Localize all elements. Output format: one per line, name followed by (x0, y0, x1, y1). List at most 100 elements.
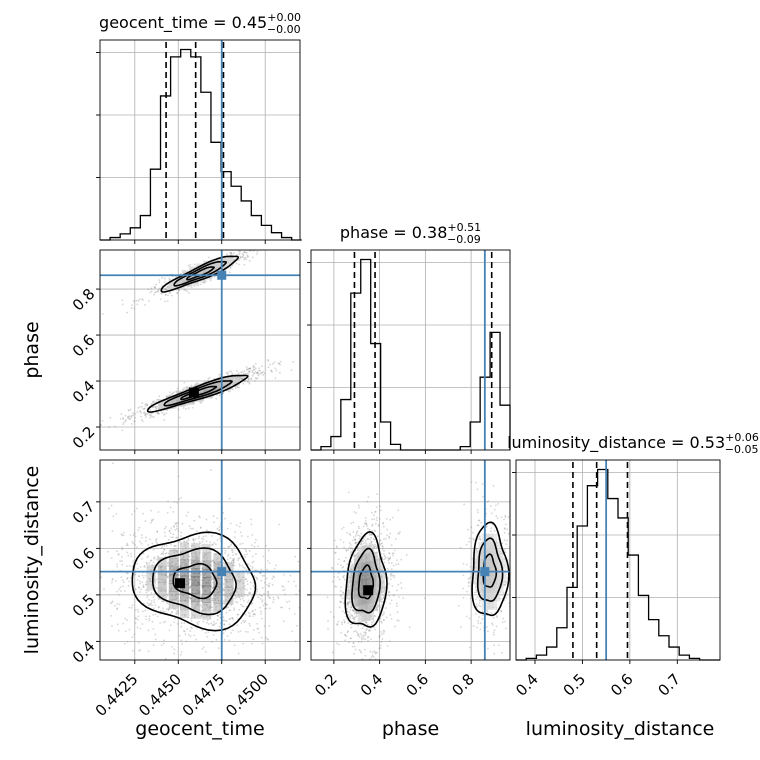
sample-point (358, 537, 361, 540)
sample-point (271, 577, 274, 580)
sample-point (388, 535, 391, 538)
sample-point (347, 491, 350, 494)
sample-point (207, 377, 210, 380)
sample-point (240, 371, 243, 374)
sample-point (238, 608, 241, 611)
sample-point (241, 370, 244, 373)
sample-point (236, 601, 239, 604)
sample-point (353, 511, 356, 513)
sample-point (119, 417, 122, 420)
sample-point (279, 360, 282, 363)
sample-point (128, 628, 131, 631)
sample-point (125, 419, 127, 422)
sample-point (374, 652, 377, 655)
sample-point (380, 641, 383, 643)
sample-point (155, 291, 158, 294)
sample-point (348, 615, 351, 618)
sample-point (457, 604, 460, 607)
sample-point (182, 388, 185, 391)
sample-point (158, 279, 161, 281)
sample-point (344, 633, 346, 636)
sample-point (218, 625, 221, 628)
sample-point (126, 565, 128, 568)
sample-point (235, 262, 238, 265)
sample-point (334, 551, 337, 554)
sample-point (128, 565, 131, 567)
sample-point (341, 597, 344, 600)
sample-point (495, 515, 498, 517)
sample-point (181, 388, 184, 391)
sample-point (177, 530, 180, 532)
sample-point (485, 625, 488, 628)
sample-point (152, 518, 155, 521)
sample-point (266, 584, 269, 586)
density-bin (213, 578, 223, 588)
sample-point (149, 291, 152, 294)
sample-point (168, 530, 171, 533)
sample-point (245, 366, 248, 368)
grid-lines (516, 460, 720, 660)
sample-point (167, 500, 169, 503)
sample-point (151, 519, 153, 522)
sample-point (144, 403, 147, 406)
sample-point (135, 546, 138, 549)
sample-point (151, 415, 154, 418)
sample-point (462, 562, 465, 565)
sample-point (150, 519, 153, 521)
sample-point (497, 644, 500, 647)
sample-point (233, 557, 236, 560)
sample-point (249, 592, 252, 595)
sample-point (252, 585, 255, 587)
density-bin (202, 577, 212, 587)
density-bin (157, 582, 167, 592)
sample-point (493, 629, 496, 632)
sample-point (240, 377, 243, 380)
sample-point (390, 617, 393, 620)
sample-point (241, 564, 243, 567)
sample-point (139, 582, 142, 585)
sample-point (305, 352, 307, 354)
sample-point (165, 412, 168, 415)
density-bin (157, 565, 167, 575)
sample-point (158, 412, 161, 415)
sample-point (281, 589, 284, 592)
sample-point (371, 523, 374, 526)
sample-point (251, 544, 254, 547)
sample-point (239, 543, 242, 545)
sample-point (500, 516, 503, 519)
density-bin (191, 601, 201, 611)
sample-point (229, 252, 232, 255)
sample-point (500, 609, 503, 612)
sample-point (423, 597, 426, 600)
sample-point (276, 596, 279, 598)
sample-point (501, 621, 504, 624)
sample-point (138, 586, 140, 589)
sample-point (339, 538, 342, 541)
sample-point (340, 621, 343, 624)
sample-point (148, 615, 151, 618)
sample-point (387, 556, 389, 559)
sample-point (90, 582, 92, 584)
x-tick-label-geocent_time: 0.4450 (135, 670, 185, 720)
sample-point (265, 607, 268, 610)
sample-point (260, 365, 263, 368)
sample-point (191, 627, 193, 630)
sample-point (123, 421, 125, 424)
sample-point (139, 580, 141, 583)
sample-point (398, 532, 400, 535)
sample-point (132, 534, 135, 537)
sample-point (349, 637, 352, 640)
sample-point (163, 418, 166, 421)
sample-point (283, 588, 286, 591)
sample-point (369, 538, 372, 541)
sample-point (189, 630, 192, 632)
sample-point (372, 656, 375, 658)
sample-point (231, 549, 234, 552)
sample-point (345, 635, 348, 637)
sample-point (177, 612, 180, 615)
sample-point (178, 593, 181, 595)
sample-point (178, 600, 180, 602)
sample-point (244, 630, 247, 633)
density-bin (157, 590, 167, 600)
sample-point (475, 481, 477, 484)
